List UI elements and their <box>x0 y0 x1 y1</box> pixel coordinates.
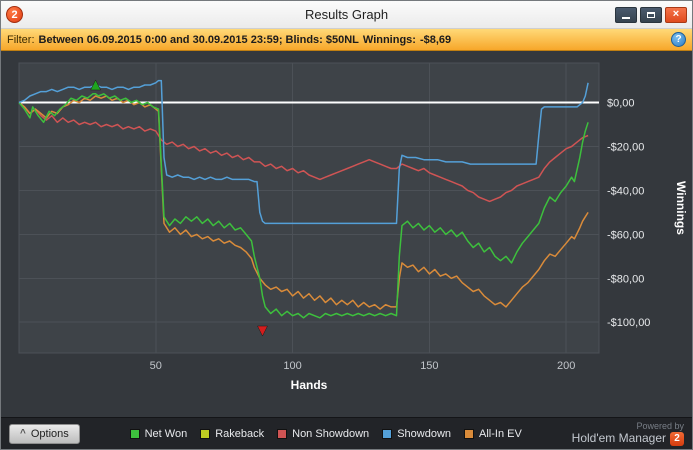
chevron-up-icon: ^ <box>20 427 26 439</box>
results-chart: 50 100 150 200 Hands $0,00 -$20,00 -$40,00 -$60,… <box>18 62 688 392</box>
minimize-button[interactable] <box>615 6 637 23</box>
legend-item-all-in-ev: All-In EV <box>464 428 522 440</box>
svg-text:200: 200 <box>557 360 575 372</box>
maximize-button[interactable] <box>640 6 662 23</box>
legend-swatch-net-won-icon <box>129 428 140 439</box>
legend-label: Non Showdown <box>292 427 370 440</box>
brand-name: Hold'em Manager <box>571 430 666 445</box>
winnings-label: Winnings: <box>362 33 416 46</box>
window-title: Results Graph <box>304 7 389 22</box>
svg-text:150: 150 <box>420 360 438 372</box>
svg-text:50: 50 <box>150 360 162 372</box>
legend-label: All-In EV <box>479 427 522 440</box>
legend-item-showdown: Showdown <box>382 428 451 440</box>
winnings-value: -$8,69 <box>419 33 452 46</box>
footer-bar: ^ Options Net Won Rakeback Non Showdown … <box>1 417 692 449</box>
close-icon: × <box>672 8 680 20</box>
svg-text:-$80,00: -$80,00 <box>607 273 644 285</box>
hm2-logo-icon: 2 <box>6 6 23 23</box>
legend-swatch-showdown-icon <box>382 428 393 439</box>
svg-text:Hands: Hands <box>291 378 328 392</box>
title-bar[interactable]: 2 Results Graph × <box>1 1 692 29</box>
options-button[interactable]: ^ Options <box>9 423 80 444</box>
legend-item-net-won: Net Won <box>129 427 188 440</box>
maximize-icon <box>647 11 655 18</box>
filter-bar: Filter: Between 06.09.2015 0:00 and 30.0… <box>1 29 692 51</box>
info-icon[interactable]: ? <box>671 32 686 47</box>
minimize-icon <box>622 16 630 19</box>
legend-label: Net Won <box>144 427 188 440</box>
legend-item-rakeback: Rakeback <box>200 428 264 440</box>
chart-legend: Net Won Rakeback Non Showdown Showdown A… <box>129 427 522 440</box>
legend-label: Showdown <box>397 427 452 440</box>
hm2-badge-icon: 2 <box>670 431 684 446</box>
svg-text:-$60,00: -$60,00 <box>607 229 644 241</box>
filter-label: Filter: <box>7 33 35 46</box>
powered-by: Powered by Hold'em Manager 2 <box>571 421 684 446</box>
legend-swatch-non-showdown-icon <box>277 428 288 439</box>
options-label: Options <box>30 427 69 440</box>
svg-text:-$100,00: -$100,00 <box>607 317 650 329</box>
svg-text:100: 100 <box>283 360 301 372</box>
powered-by-text: Powered by <box>636 421 684 432</box>
svg-text:-$20,00: -$20,00 <box>607 141 644 153</box>
chart-region: 50 100 150 200 Hands $0,00 -$20,00 -$40,00 -$60,… <box>1 51 692 417</box>
svg-text:$0,00: $0,00 <box>607 98 635 110</box>
svg-text:Winnings: Winnings <box>674 181 688 235</box>
window-controls: × <box>615 6 687 23</box>
legend-item-non-showdown: Non Showdown <box>277 428 369 440</box>
close-button[interactable]: × <box>665 6 687 23</box>
legend-swatch-rakeback-icon <box>200 428 211 439</box>
legend-label: Rakeback <box>215 427 265 440</box>
filter-criteria: Between 06.09.2015 0:00 and 30.09.2015 2… <box>38 33 359 46</box>
svg-text:-$40,00: -$40,00 <box>607 185 644 197</box>
legend-swatch-all-in-ev-icon <box>464 428 475 439</box>
